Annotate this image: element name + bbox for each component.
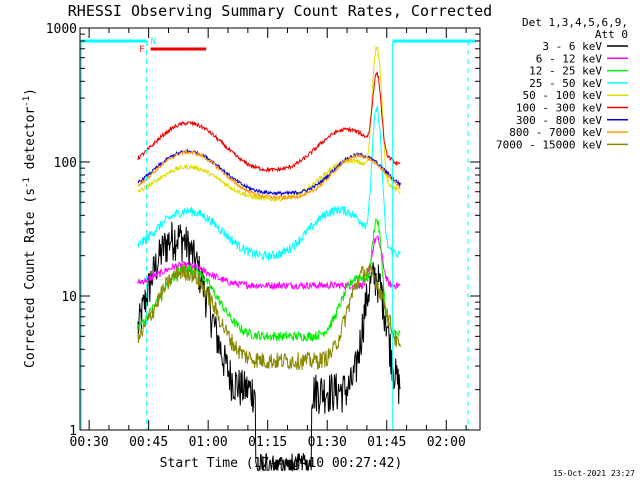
generation-timestamp: 15-Oct-2021 23:27 bbox=[553, 469, 635, 478]
x-tick-label: 00:45 bbox=[129, 435, 168, 450]
x-tick-label: 02:00 bbox=[427, 435, 466, 450]
legend-header-line: Det 1,3,4,5,6,9, bbox=[522, 16, 628, 29]
series-line-4 bbox=[137, 105, 401, 261]
night-flag-label: N bbox=[151, 37, 156, 47]
x-tick-label: 01:30 bbox=[308, 435, 347, 450]
y-tick-label: 10 bbox=[61, 290, 77, 305]
x-tick-label: 01:15 bbox=[248, 435, 287, 450]
y-tick-label: 1 bbox=[69, 424, 77, 439]
legend-entry-label: 800 - 7000 keV bbox=[509, 126, 602, 139]
x-axis-label: Start Time (17-Aug-10 00:27:42) bbox=[160, 456, 403, 471]
series-line-5 bbox=[137, 46, 401, 202]
legend-entry-label: 6 - 12 keV bbox=[536, 52, 603, 65]
legend-entry-label: 3 - 6 keV bbox=[542, 40, 602, 53]
series-line-9 bbox=[137, 263, 401, 371]
legend-entry-label: 50 - 100 keV bbox=[523, 89, 603, 102]
y-tick-label: 100 bbox=[54, 156, 77, 171]
legend-entry-label: 7000 - 15000 keV bbox=[496, 138, 602, 151]
legend-entry-label: 100 - 300 keV bbox=[516, 102, 602, 115]
series-line-7 bbox=[137, 148, 401, 197]
series-layer bbox=[137, 46, 401, 473]
series-line-1 bbox=[137, 221, 401, 473]
flags-layer: NF bbox=[80, 37, 477, 430]
legend-entry-label: 300 - 800 keV bbox=[516, 114, 602, 127]
legend-entry-label: 25 - 50 keV bbox=[529, 77, 602, 90]
x-tick-label: 00:30 bbox=[70, 435, 109, 450]
series-line-8 bbox=[137, 149, 401, 201]
tick-labels: 1 10 100 1000 00:30 00:45 01:00 01:15 01:30 01:45… bbox=[46, 22, 466, 450]
y-tick-label: 1000 bbox=[46, 22, 77, 37]
series-line-6 bbox=[137, 71, 401, 173]
x-tick-label: 01:00 bbox=[189, 435, 228, 450]
chart-title: RHESSI Observing Summary Count Rates, Co… bbox=[68, 2, 492, 20]
plot-frame bbox=[79, 27, 481, 431]
legend-header-line: Att 0 bbox=[595, 28, 628, 41]
axes-layer bbox=[79, 27, 481, 431]
y-axis-label: Corrected Count Rate (s-1 detector-1) bbox=[22, 88, 38, 368]
x-tick-label: 01:45 bbox=[367, 435, 406, 450]
flare-flag-label: F bbox=[139, 45, 144, 55]
legend-entry-label: 12 - 25 keV bbox=[529, 65, 602, 78]
